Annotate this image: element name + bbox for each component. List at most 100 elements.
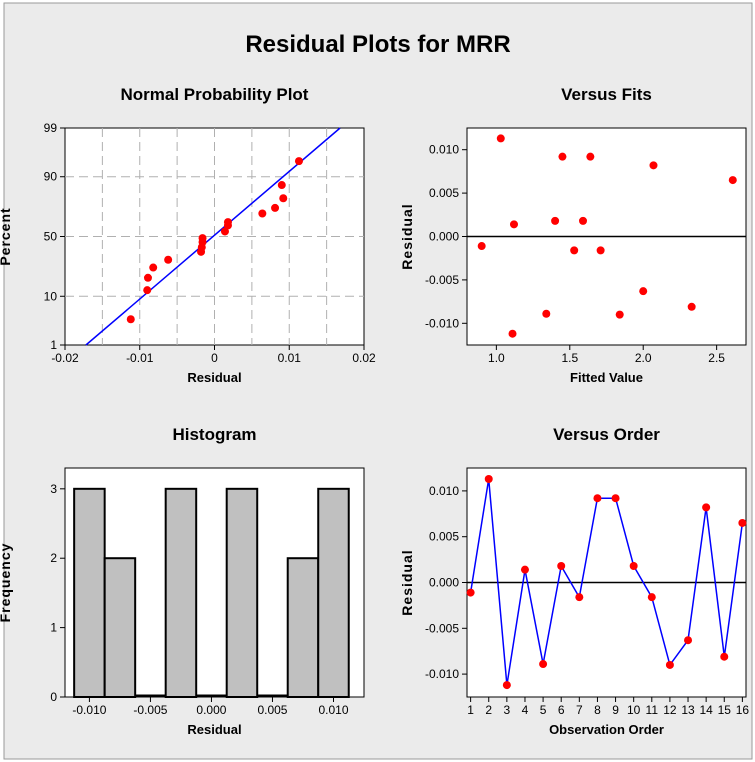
y-tick-label: -0.010 xyxy=(425,667,459,681)
data-point xyxy=(615,310,624,319)
figure-title: Residual Plots for MRR xyxy=(245,31,510,58)
x-tick-label: 14 xyxy=(699,703,713,717)
x-tick-label: -0.010 xyxy=(72,703,106,717)
data-point xyxy=(223,218,232,227)
x-tick-label: 15 xyxy=(718,703,732,717)
data-point xyxy=(586,152,595,161)
y-axis-label: Residual xyxy=(399,549,415,615)
x-tick-label: 2.0 xyxy=(635,351,652,365)
x-tick-label: 4 xyxy=(522,703,529,717)
y-tick-label: 1 xyxy=(50,338,57,352)
data-point xyxy=(502,681,511,690)
data-point xyxy=(539,660,548,669)
y-tick-label: 0.005 xyxy=(429,186,459,200)
data-point xyxy=(702,503,711,512)
data-point xyxy=(575,593,584,602)
y-tick-label: 0.010 xyxy=(429,484,459,498)
data-point xyxy=(477,242,486,251)
histogram-bar xyxy=(103,557,137,698)
data-point xyxy=(258,209,267,218)
x-tick-label: 11 xyxy=(646,703,659,717)
data-point xyxy=(279,194,288,203)
data-point xyxy=(484,474,493,483)
versus-order-panel: Versus Order Observation Order Residual 1 2 3… xyxy=(399,425,749,737)
x-tick-label: 2.5 xyxy=(708,351,725,365)
x-tick-label: 10 xyxy=(627,703,641,717)
y-tick-label: 90 xyxy=(44,170,58,184)
x-tick-label: 7 xyxy=(576,703,583,717)
data-point xyxy=(649,161,658,170)
x-tick-label: 8 xyxy=(594,703,601,717)
x-axis-label: Residual xyxy=(187,722,241,737)
histogram-bar xyxy=(225,487,259,698)
data-point xyxy=(271,203,280,212)
data-point xyxy=(520,565,529,574)
y-tick-label: 3 xyxy=(50,482,57,496)
histogram-bar xyxy=(286,557,320,698)
data-point xyxy=(277,181,286,190)
x-tick-label: 16 xyxy=(736,703,750,717)
data-point xyxy=(596,246,605,255)
x-tick-label: 0.010 xyxy=(318,703,348,717)
data-point xyxy=(557,562,566,571)
x-tick-label: 2 xyxy=(485,703,492,717)
x-tick-label: 0.005 xyxy=(257,703,287,717)
grid-lines xyxy=(65,128,364,345)
x-tick-label: -0.005 xyxy=(133,703,167,717)
y-tick-label: 0.005 xyxy=(429,530,459,544)
data-point xyxy=(570,246,579,255)
y-axis-label: Residual xyxy=(399,203,415,269)
y-axis-label: Percent xyxy=(0,207,13,265)
panel-title: Versus Fits xyxy=(561,85,652,104)
x-axis-label: Residual xyxy=(187,370,241,385)
data-point xyxy=(143,286,152,295)
data-point xyxy=(551,216,560,225)
x-axis-label: Fitted Value xyxy=(570,370,643,385)
data-point xyxy=(639,287,648,296)
data-point xyxy=(508,329,517,338)
y-tick-label: 0.010 xyxy=(429,143,459,157)
x-tick-label: -0.02 xyxy=(51,351,79,365)
data-point xyxy=(164,255,173,264)
histogram-bar xyxy=(164,487,198,698)
panel-title: Histogram xyxy=(172,425,256,444)
x-tick-label: 1.0 xyxy=(488,351,505,365)
panel-title: Versus Order xyxy=(553,425,660,444)
data-point xyxy=(579,216,588,225)
data-point xyxy=(720,652,729,661)
panel-title: Normal Probability Plot xyxy=(121,85,309,104)
histogram-bar xyxy=(73,487,106,698)
data-point xyxy=(126,315,135,324)
y-tick-label: 2 xyxy=(50,551,57,565)
y-axis-label: Frequency xyxy=(0,543,13,623)
y-tick-label: 0.000 xyxy=(429,576,459,590)
data-point xyxy=(542,309,551,318)
x-axis-label: Observation Order xyxy=(549,722,664,737)
data-point xyxy=(665,660,674,669)
x-tick-label: 0.000 xyxy=(196,703,226,717)
series-line xyxy=(469,478,744,686)
x-tick-label: 0.01 xyxy=(278,351,302,365)
data-point xyxy=(294,157,303,166)
data-point xyxy=(611,494,620,503)
y-tick-label: 50 xyxy=(44,230,58,244)
data-point xyxy=(684,636,693,645)
histogram-panel: Histogram Residual Frequency -0.010 -0.005 0.… xyxy=(0,425,365,737)
y-tick-label: 10 xyxy=(44,289,58,303)
x-tick-label: 6 xyxy=(558,703,565,717)
x-tick-label: 9 xyxy=(612,703,619,717)
x-tick-label: -0.01 xyxy=(126,351,154,365)
x-tick-label: 1 xyxy=(467,703,474,717)
data-point xyxy=(738,518,747,527)
data-point xyxy=(143,273,152,282)
x-tick-label: 3 xyxy=(504,703,511,717)
y-tick-label: 1 xyxy=(50,621,57,635)
data-point xyxy=(466,588,475,597)
y-tick-label: 99 xyxy=(44,121,58,135)
data-point xyxy=(509,220,518,229)
y-tick-label: 0.000 xyxy=(429,230,459,244)
data-point xyxy=(496,134,505,143)
data-point xyxy=(629,562,638,571)
y-tick-label: -0.005 xyxy=(425,273,459,287)
